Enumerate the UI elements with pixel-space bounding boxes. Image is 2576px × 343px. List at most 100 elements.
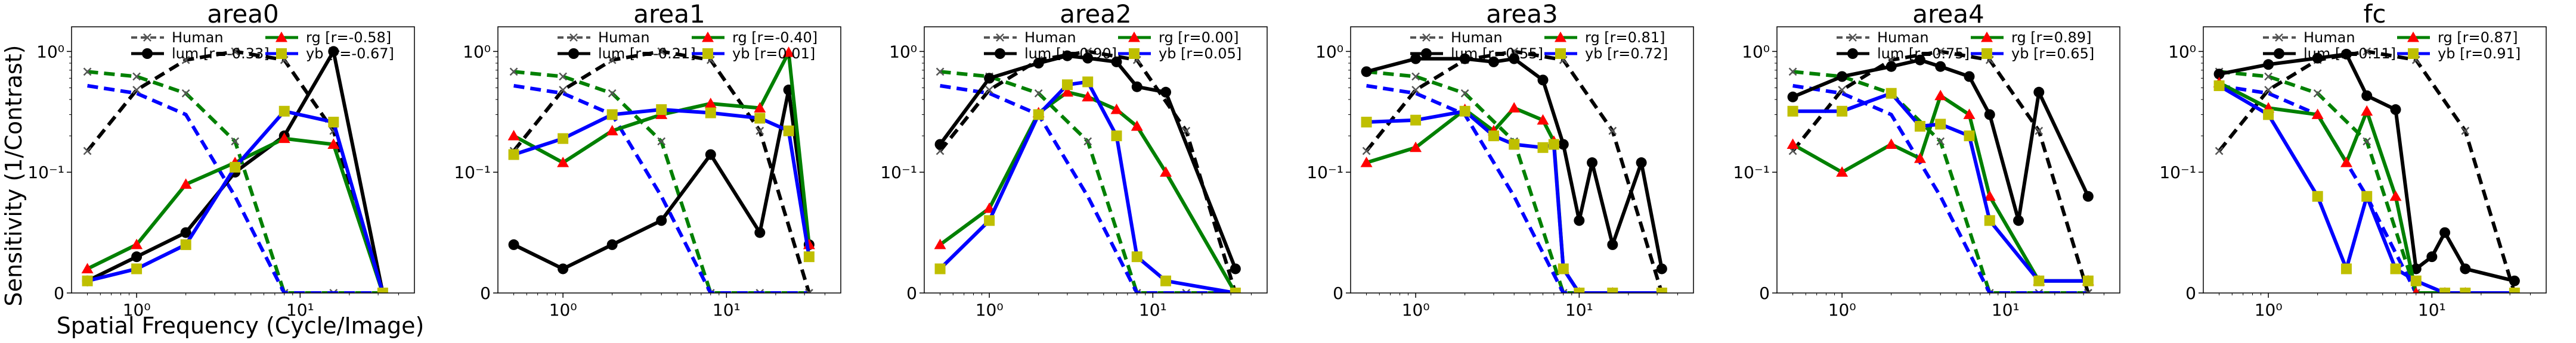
- yb-marker-7: [2033, 275, 2045, 286]
- lum-marker-2: [2312, 52, 2323, 64]
- figure-xlabel: Spatial Frequency (Cycle/Image): [57, 313, 425, 339]
- human-rg-marker-2: [181, 89, 190, 98]
- lum-marker-10: [2509, 275, 2520, 286]
- xtick-label: 10¹: [713, 300, 741, 320]
- yb-marker-5: [754, 113, 766, 124]
- legend-marker-human: [2275, 33, 2283, 42]
- human-lum-marker-3: [1936, 47, 1945, 56]
- xtick-label: 10⁰: [2255, 300, 2283, 320]
- ytick-label: 0: [1759, 283, 1770, 303]
- rg-marker-5: [1110, 104, 1123, 114]
- ytick-label: 10⁻¹: [454, 163, 491, 182]
- ytick-label: 0: [2185, 283, 2196, 303]
- rg-marker-4: [2361, 105, 2373, 116]
- legend-label-yb: yb [r=0.91]: [2438, 45, 2521, 62]
- human-lum-line: [1365, 49, 1664, 293]
- yb-marker-3: [230, 161, 241, 173]
- lum-marker-3: [656, 215, 667, 226]
- human-lum-marker-6: [804, 289, 813, 293]
- human-lum-marker-5: [756, 126, 764, 135]
- plot-area: [1787, 47, 2094, 293]
- yb-marker-0: [2213, 80, 2225, 91]
- legend-label-yb: yb [r=0.01]: [732, 45, 815, 62]
- figure-ylabel: Sensitivity (1/Contrast): [1, 45, 27, 307]
- lum-marker-7: [2013, 215, 2024, 226]
- rg-marker-3: [1061, 86, 1073, 97]
- legend-label-human: Human: [1877, 29, 1929, 46]
- xtick-label: 10⁰: [1402, 300, 1430, 320]
- yb-line: [939, 80, 1236, 293]
- lum-marker-7: [2426, 251, 2438, 263]
- axes-frame: [1350, 26, 1694, 294]
- yb-marker-4: [278, 105, 290, 117]
- yb-marker-8: [1574, 288, 1585, 293]
- ytick-label: 10⁻¹: [2159, 163, 2196, 182]
- rg-marker-2: [606, 124, 618, 136]
- yb-marker-5: [1111, 130, 1122, 142]
- rg-marker-2: [179, 178, 192, 189]
- legend-label-lum: lum [r=0.55]: [1451, 45, 1543, 62]
- ytick-label: 10⁻¹: [1733, 163, 1770, 182]
- legend-label-rg: rg [r=0.00]: [1159, 29, 1239, 46]
- yb-marker-4: [705, 107, 716, 119]
- axes-frame: [1776, 26, 2120, 294]
- yb-marker-6: [1548, 139, 1559, 150]
- human-rg-marker-5: [2035, 289, 2044, 293]
- legend-marker-human: [143, 33, 151, 42]
- ytick-label: 0: [906, 283, 917, 303]
- rg-line: [1366, 106, 1662, 293]
- human-lum-marker-1: [132, 86, 141, 94]
- human-rg-marker-1: [559, 72, 568, 81]
- lum-marker-4: [1082, 52, 1094, 64]
- lum-marker-0: [1787, 91, 1798, 102]
- human-rg-marker-3: [1936, 137, 1945, 146]
- rg-marker-0: [1360, 157, 1373, 167]
- yb-marker-0: [82, 275, 93, 286]
- lum-marker-6: [2410, 263, 2422, 275]
- legend-marker-yb: [1129, 48, 1140, 59]
- legend-marker-yb: [702, 48, 713, 59]
- legend-marker-rg: [1981, 32, 1993, 42]
- human-rg-marker-2: [2313, 89, 2322, 98]
- yb-marker-9: [1607, 288, 1618, 293]
- ytick-label: 10⁰: [463, 42, 491, 61]
- rg-marker-6: [1131, 120, 1143, 131]
- plot-area: [81, 46, 388, 293]
- lum-marker-3: [1488, 56, 1499, 67]
- human-rg-marker-5: [1182, 289, 1191, 293]
- yb-marker-0: [508, 149, 519, 160]
- rg-marker-3: [1914, 152, 1926, 163]
- axes-frame: [71, 26, 415, 294]
- yb-marker-2: [180, 239, 191, 250]
- yb-marker-2: [1033, 109, 1044, 120]
- lum-marker-0: [1361, 66, 1372, 77]
- rg-marker-0: [1787, 138, 1799, 149]
- lum-marker-1: [2263, 59, 2274, 70]
- human-rg-marker-0: [83, 67, 92, 76]
- lum-marker-9: [1607, 239, 1618, 250]
- rg-marker-4: [1934, 89, 1947, 101]
- yb-line: [1366, 109, 1662, 293]
- rg-marker-1: [131, 238, 143, 250]
- yb-marker-2: [2312, 191, 2323, 202]
- lum-marker-2: [1459, 53, 1470, 64]
- yb-marker-3: [656, 104, 667, 116]
- human-yb-line: [940, 84, 1236, 293]
- human-rg-marker-1: [132, 72, 141, 81]
- lum-marker-8: [1587, 157, 1598, 169]
- lum-marker-4: [2361, 90, 2373, 101]
- lum-marker-4: [705, 149, 716, 160]
- human-lum-marker-1: [985, 86, 994, 94]
- legend-label-rg: rg [r=0.89]: [2011, 29, 2091, 46]
- plot-area: [934, 47, 1241, 293]
- lum-marker-6: [1984, 109, 1995, 120]
- lum-marker-0: [934, 139, 946, 150]
- human-lum-marker-1: [2264, 86, 2273, 94]
- lum-marker-1: [1837, 71, 1848, 82]
- ytick-label: 0: [480, 283, 491, 303]
- human-rg-line: [940, 70, 1236, 293]
